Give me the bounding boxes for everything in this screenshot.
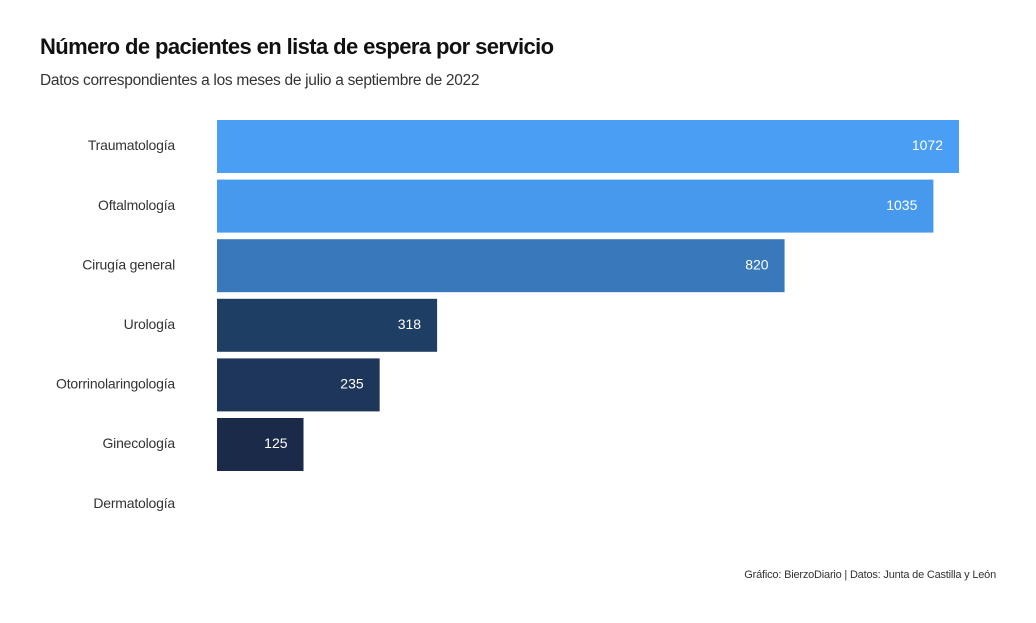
value-label-urologia: 318 xyxy=(398,316,422,332)
category-label-otorrinolaringologia: Otorrinolaringología xyxy=(56,376,175,392)
category-labels: Traumatología Oftalmología Cirugía general… xyxy=(56,137,176,511)
value-label-oftalmologia: 1035 xyxy=(886,197,917,213)
bar-oftalmologia xyxy=(217,179,934,233)
category-label-cirugia-general: Cirugía general xyxy=(82,256,175,272)
value-label-ginecologia: 125 xyxy=(264,435,288,451)
bar-otorrinolaringologia xyxy=(217,358,380,412)
value-label-traumatologia: 1072 xyxy=(912,137,943,153)
chart-subtitle: Datos correspondientes a los meses de ju… xyxy=(40,72,480,89)
bars xyxy=(217,120,959,471)
category-label-dermatologia: Dermatología xyxy=(93,495,175,511)
value-label-otorrinolaringologia: 235 xyxy=(340,376,364,392)
chart-caption: Gráfico: BierzoDiario | Datos: Junta de … xyxy=(744,569,996,581)
chart-title: Número de pacientes en lista de espera p… xyxy=(40,34,554,59)
bar-urologia xyxy=(217,298,438,352)
category-label-traumatologia: Traumatología xyxy=(88,137,176,153)
category-label-ginecologia: Ginecología xyxy=(102,435,175,451)
bar-cirugia-general xyxy=(217,239,785,293)
value-labels: 1072 1035 820 318 235 125 xyxy=(264,137,943,451)
value-label-cirugia-general: 820 xyxy=(745,256,769,272)
bar-ginecologia xyxy=(217,418,304,471)
bar-traumatologia xyxy=(217,120,959,173)
category-label-urologia: Urología xyxy=(124,316,176,332)
category-label-oftalmologia: Oftalmología xyxy=(98,197,175,213)
bar-chart: Traumatología Oftalmología Cirugía general… xyxy=(56,120,959,511)
